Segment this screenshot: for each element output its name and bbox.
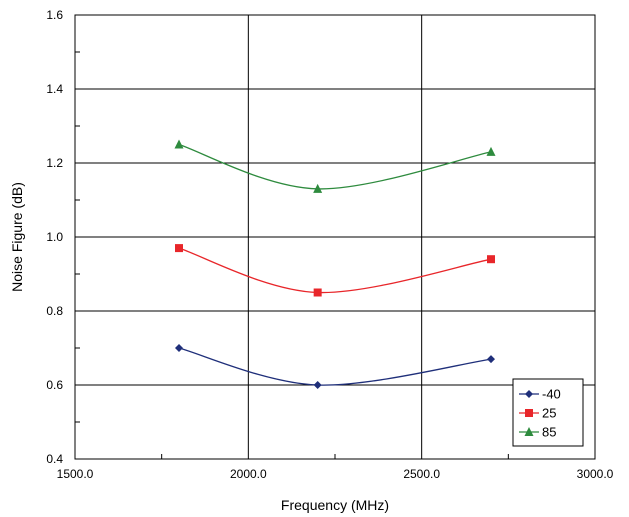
x-axis-title: Frequency (MHz): [281, 497, 389, 513]
x-tick-label: 3000.0: [577, 467, 614, 481]
x-tick-label: 2000.0: [230, 467, 267, 481]
x-tick-label: 1500.0: [57, 467, 94, 481]
tick-labels: 0.4 0.6 0.8 1.0 1.2 1.4 1.6 1500.0 2000.0 2500.0 3…: [46, 8, 613, 481]
legend-marker: [524, 427, 534, 436]
data-point: [313, 183, 323, 193]
legend-entry: 25: [519, 406, 556, 421]
data-point: [313, 288, 322, 297]
plot-area-border: [74, 14, 596, 460]
legend-marker: [525, 409, 533, 417]
data-point: [486, 146, 496, 156]
series-diamond: [175, 344, 495, 389]
series: [174, 139, 496, 389]
y-tick-label: 0.6: [46, 378, 63, 392]
legend-label: 25: [542, 406, 556, 421]
series-triangle: [174, 139, 496, 193]
data-point: [487, 255, 495, 264]
legend-label: 85: [542, 425, 556, 440]
legend: -40 25 85: [512, 378, 584, 447]
y-axis-title: Noise Figure (dB): [9, 182, 25, 292]
y-tick-label: 1.2: [46, 156, 63, 170]
y-tick-label: 1.0: [46, 230, 63, 244]
y-tick-label: 1.6: [46, 8, 63, 22]
y-tick-label: 0.4: [46, 452, 63, 466]
data-point: [487, 355, 495, 364]
x-tick-label: 2500.0: [403, 467, 440, 481]
data-point: [175, 344, 183, 352]
legend-label: -40: [542, 387, 561, 402]
series-line: [178, 347, 492, 386]
data-point: [175, 244, 183, 253]
legend-marker: [525, 390, 533, 398]
data-point: [313, 381, 322, 389]
legend-entry: -40: [519, 387, 561, 402]
legend-entry: 85: [519, 425, 556, 440]
series-square: [175, 244, 495, 297]
series-line: [178, 247, 492, 294]
series-line: [178, 143, 492, 190]
y-tick-label: 0.8: [46, 304, 63, 318]
data-point: [174, 139, 184, 149]
y-tick-label: 1.4: [46, 82, 63, 96]
